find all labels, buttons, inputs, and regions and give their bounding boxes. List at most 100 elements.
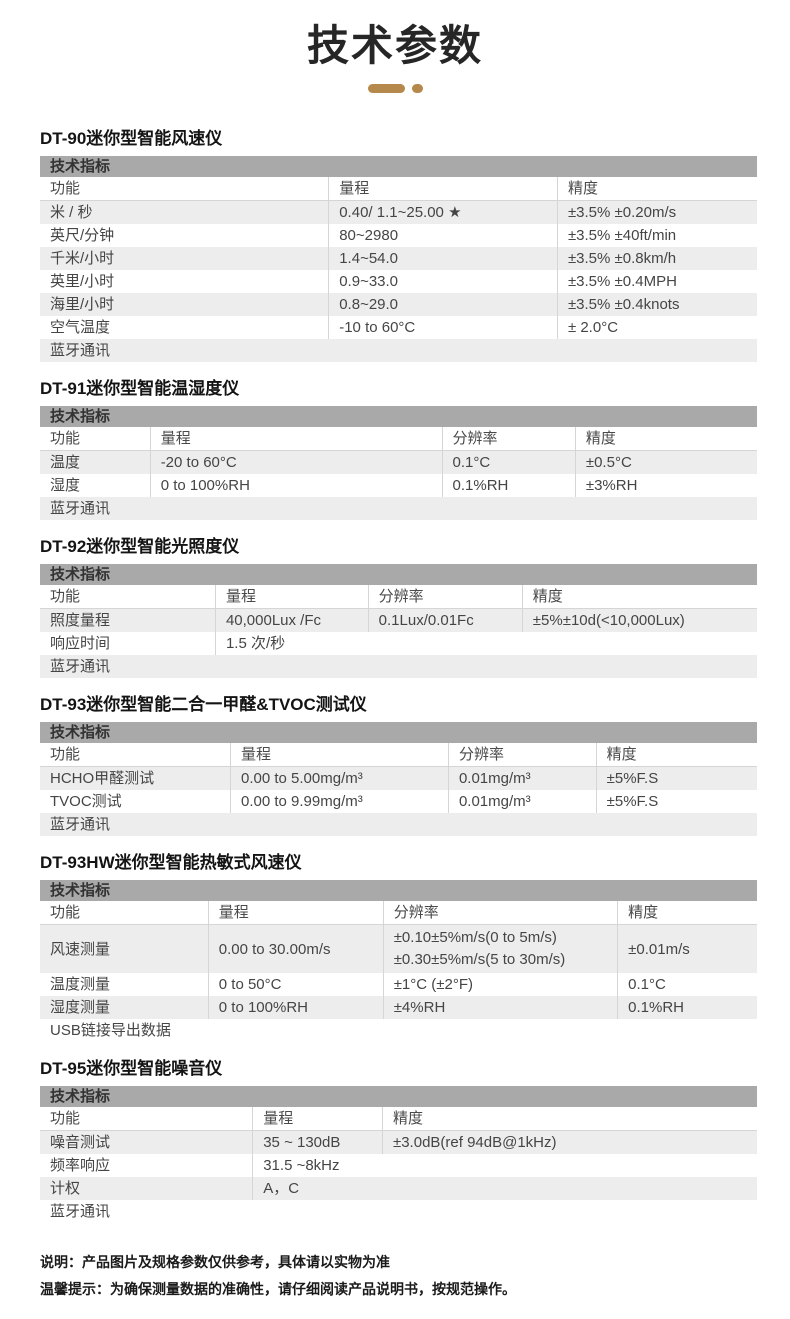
- table-span-row: 蓝牙通讯: [40, 655, 757, 678]
- spec-table: 技术指标 功能 量程 分辨率 精度 照度量程 40,000Lux /Fc 0.1Lux/0.0…: [40, 564, 757, 678]
- note-disclaimer: 说明：产品图片及规格参数仅供参考，具体请以实物为准: [40, 1254, 390, 1270]
- table-cell: ±3.5% ±0.4MPH: [556, 270, 757, 293]
- span-cell: 蓝牙通讯: [50, 816, 111, 833]
- column-header-row: 功能 量程 精度: [40, 177, 757, 201]
- column-header: 量程: [207, 901, 383, 924]
- span-cell: USB链接导出数据: [50, 1022, 171, 1039]
- table-cell: ±5%±10d(<10,000Lux): [521, 609, 757, 632]
- table-cell: [382, 1154, 757, 1177]
- column-header: 量程: [230, 743, 448, 766]
- table-title-bar: 技术指标: [40, 880, 757, 901]
- table-cell: 空气温度: [50, 319, 111, 336]
- table-cell: [382, 1177, 757, 1200]
- table-cell: 温度: [50, 454, 81, 471]
- column-header: 分辨率: [382, 901, 617, 924]
- table-cell: 英尺/分钟: [50, 227, 115, 244]
- column-header: 功能: [50, 904, 81, 921]
- column-header: 精度: [595, 743, 757, 766]
- spec-table: 技术指标 功能 量程 分辨率 精度 风速测量 0.00 to 30.00m/s ±0.10±5…: [40, 880, 757, 1042]
- table-title-bar: 技术指标: [40, 564, 757, 585]
- table-cell: ±5%F.S: [595, 767, 757, 790]
- table-title-bar: 技术指标: [40, 406, 757, 427]
- product-section: DT-93迷你型智能二合一甲醛&TVOC测试仪 技术指标 功能 量程 分辨率 精度 HCHO…: [40, 695, 757, 836]
- column-header: 精度: [381, 1107, 757, 1130]
- table-row: 米 / 秒 0.40/ 1.1~25.00 ★ ±3.5% ±0.20m/s: [40, 201, 757, 224]
- table-cell: ±3.0dB(ref 94dB@1kHz): [381, 1131, 757, 1154]
- spec-table: 技术指标 功能 量程 分辨率 精度 温度 -20 to 60°C 0.1°C ±0.5°C 湿度 0…: [40, 406, 757, 520]
- table-row: HCHO甲醛测试 0.00 to 5.00mg/m³ 0.01mg/m³ ±5%F.S: [40, 767, 757, 790]
- table-cell: 0.01mg/m³: [447, 767, 596, 790]
- table-cell: ±3.5% ±0.20m/s: [556, 201, 757, 224]
- span-cell: 蓝牙通讯: [50, 500, 111, 517]
- column-header: 量程: [252, 1107, 382, 1130]
- table-cell: [522, 632, 757, 655]
- table-cell: ±0.01m/s: [617, 925, 757, 973]
- note-warm-tip: 温馨提示：为确保测量数据的准确性，请仔细阅读产品说明书，按规范操作。: [40, 1281, 516, 1297]
- table-cell: ±3%RH: [574, 474, 757, 497]
- table-row: 响应时间 1.5 次/秒: [40, 632, 757, 655]
- table-cell: ±4%RH: [382, 996, 617, 1019]
- table-row: 频率响应 31.5 ~8kHz: [40, 1154, 757, 1177]
- table-row: 风速测量 0.00 to 30.00m/s ±0.10±5%m/s(0 to 5m/…: [40, 925, 757, 973]
- product-section: DT-90迷你型智能风速仪 技术指标 功能 量程 精度米 / 秒 0.40/ 1.1~25…: [40, 129, 757, 362]
- table-cell: 计权: [50, 1180, 81, 1197]
- column-header: 量程: [328, 177, 557, 200]
- table-cell: 温度测量: [50, 976, 111, 993]
- table-row: 湿度 0 to 100%RH 0.1%RH ±3%RH: [40, 474, 757, 497]
- table-cell: 照度量程: [50, 612, 111, 629]
- table-cell: 0 to 100%RH: [207, 996, 383, 1019]
- table-cell: 0.1°C: [617, 973, 757, 996]
- table-span-row: USB链接导出数据: [40, 1019, 757, 1042]
- column-header-row: 功能 量程 分辨率 精度: [40, 427, 757, 451]
- column-header: 精度: [556, 177, 757, 200]
- column-header: 功能: [50, 430, 81, 447]
- column-header: 功能: [50, 746, 81, 763]
- product-section: DT-92迷你型智能光照度仪 技术指标 功能 量程 分辨率 精度 照度量程 40,000Lux…: [40, 537, 757, 678]
- column-header: 量程: [149, 427, 442, 450]
- product-section: DT-91迷你型智能温湿度仪 技术指标 功能 量程 分辨率 精度 温度 -20 to 60°C…: [40, 379, 757, 520]
- table-row: 湿度测量 0 to 100%RH ±4%RH 0.1%RH: [40, 996, 757, 1019]
- table-cell: ±1°C (±2°F): [382, 973, 617, 996]
- table-row: 温度 -20 to 60°C 0.1°C ±0.5°C: [40, 451, 757, 474]
- table-cell: 0.9~33.0: [328, 270, 557, 293]
- spec-table: 技术指标 功能 量程 精度米 / 秒 0.40/ 1.1~25.00 ★ ±3.5% ±0…: [40, 156, 757, 362]
- product-heading: DT-93迷你型智能二合一甲醛&TVOC测试仪: [40, 695, 367, 714]
- table-cell: 0.1%RH: [617, 996, 757, 1019]
- product-heading: DT-91迷你型智能温湿度仪: [40, 379, 240, 398]
- table-cell: ±3.5% ±0.8km/h: [556, 247, 757, 270]
- product-section: DT-93HW迷你型智能热敏式风速仪 技术指标 功能 量程 分辨率 精度 风速测量 0.00 …: [40, 853, 757, 1042]
- table-cell: TVOC测试: [50, 793, 122, 810]
- table-cell: 1.4~54.0: [328, 247, 557, 270]
- table-row: 空气温度 -10 to 60°C ± 2.0°C: [40, 316, 757, 339]
- column-header: 分辨率: [367, 585, 522, 608]
- table-cell: 0.01mg/m³: [447, 790, 596, 813]
- table-cell: 0 to 100%RH: [149, 474, 442, 497]
- table-cell: HCHO甲醛测试: [50, 770, 155, 787]
- column-header-row: 功能 量程 精度: [40, 1107, 757, 1131]
- table-span-row: 蓝牙通讯: [40, 339, 757, 362]
- table-cell: 湿度测量: [50, 999, 111, 1016]
- product-heading: DT-93HW迷你型智能热敏式风速仪: [40, 853, 302, 872]
- table-cell: 频率响应: [50, 1157, 111, 1174]
- table-cell: 80~2980: [328, 224, 557, 247]
- table-title-bar: 技术指标: [40, 722, 757, 743]
- table-cell: ±5%F.S: [595, 790, 757, 813]
- table-cell: -20 to 60°C: [149, 451, 442, 474]
- spec-sections: DT-90迷你型智能风速仪 技术指标 功能 量程 精度米 / 秒 0.40/ 1.1~25…: [40, 129, 757, 1223]
- table-cell: 0.00 to 30.00m/s: [207, 925, 383, 973]
- table-cell: 1.5 次/秒: [214, 632, 368, 655]
- table-cell: 0.8~29.0: [328, 293, 557, 316]
- table-span-row: 蓝牙通讯: [40, 1200, 757, 1223]
- table-cell: 英里/小时: [50, 273, 115, 290]
- table-cell: ±3.5% ±40ft/min: [556, 224, 757, 247]
- table-cell: 海里/小时: [50, 296, 115, 313]
- decoration-bar-icon: [367, 84, 405, 93]
- column-header: 精度: [574, 427, 757, 450]
- table-row: 英里/小时 0.9~33.0 ±3.5% ±0.4MPH: [40, 270, 757, 293]
- table-cell: 0 to 50°C: [207, 973, 383, 996]
- table-cell: 噪音测试: [50, 1134, 111, 1151]
- table-cell: 31.5 ~8kHz: [252, 1154, 382, 1177]
- product-section: DT-95迷你型智能噪音仪 技术指标 功能 量程 精度 噪音测试 35 ~ 130dB ±3.…: [40, 1059, 757, 1223]
- table-row: 温度测量 0 to 50°C ±1°C (±2°F) 0.1°C: [40, 973, 757, 996]
